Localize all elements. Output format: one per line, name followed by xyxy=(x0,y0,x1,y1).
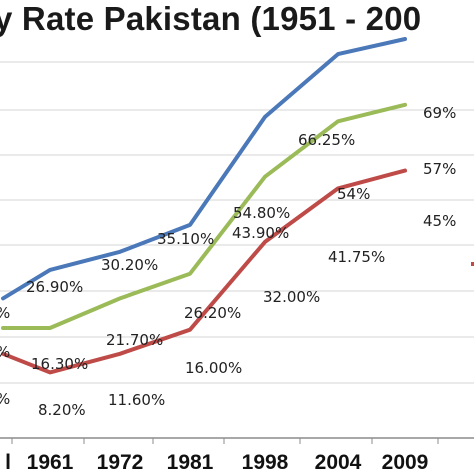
end-label-s1: 57% xyxy=(423,160,456,178)
data-label-s1-5: 54% xyxy=(337,185,370,203)
x-tick-label-3: 1981 xyxy=(167,451,214,474)
data-label-s0-4: 54.80% xyxy=(233,204,290,222)
end-label-s0: 69% xyxy=(423,104,456,122)
end-label-s2: 45% xyxy=(423,212,456,230)
data-label-s1-3: 26.20% xyxy=(184,304,241,322)
x-tick-label-0: l xyxy=(5,451,11,474)
data-label-s2-1: 8.20% xyxy=(38,401,86,419)
data-label-s2-5: 41.75% xyxy=(328,248,385,266)
data-label-s0-5: 66.25% xyxy=(298,131,355,149)
data-label-s2-3: 16.00% xyxy=(185,359,242,377)
data-label-s0-1: 26.90% xyxy=(26,278,83,296)
x-tick-label-5: 2004 xyxy=(315,451,362,474)
x-tick-label-1: 1961 xyxy=(27,451,74,474)
data-label-s1-0: % xyxy=(0,343,10,361)
data-label-s2-4: 32.00% xyxy=(263,288,320,306)
data-label-s1-2: 21.70% xyxy=(106,331,163,349)
data-label-s1-1: 16.30% xyxy=(31,355,88,373)
data-label-s0-0: % xyxy=(0,304,10,322)
x-tick-label-4: 1998 xyxy=(242,451,289,474)
series-line-2 xyxy=(1,168,407,375)
data-label-s2-2: 11.60% xyxy=(108,391,165,409)
series-line-0 xyxy=(1,37,407,301)
data-label-s1-4: 43.90% xyxy=(232,224,289,242)
x-tick-label-2: 1972 xyxy=(97,451,144,474)
series-line-1 xyxy=(1,102,407,330)
data-label-s0-3: 35.10% xyxy=(157,230,214,248)
x-tick-label-6: 2009 xyxy=(382,451,429,474)
legend-marker-fragment xyxy=(471,262,474,266)
data-label-s0-2: 30.20% xyxy=(101,256,158,274)
data-label-s2-0: % xyxy=(0,390,10,408)
chart-title: y Rate Pakistan (1951 - 200 xyxy=(0,0,422,37)
